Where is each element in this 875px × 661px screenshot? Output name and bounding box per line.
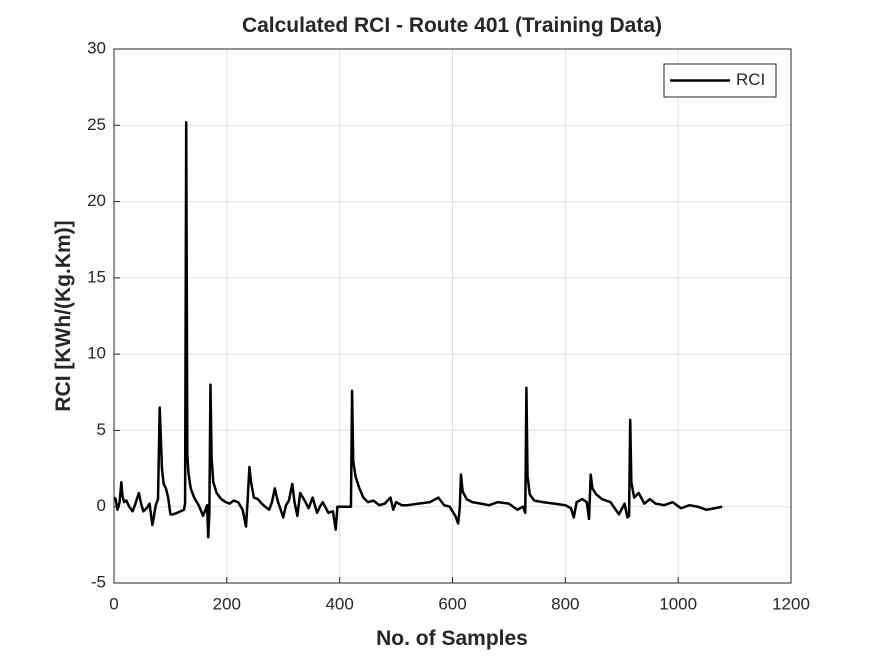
x-tick-label: 1000 [659,594,697,613]
x-tick-label: 1200 [772,594,810,613]
y-tick-label: 30 [87,38,106,57]
chart-title: Calculated RCI - Route 401 (Training Dat… [242,14,662,37]
y-tick-label: 5 [97,420,106,439]
legend-label: RCI [736,70,765,89]
y-tick-label: 25 [87,115,106,134]
y-axis-label: RCI [KWh/(Kg.Km)] [52,220,75,411]
x-axis-label: No. of Samples [376,627,528,650]
y-tick-label: 10 [87,344,106,363]
legend: RCI [663,63,777,98]
x-tick-label: 200 [213,594,241,613]
y-tick-label: -5 [91,572,106,591]
x-tick-label: 0 [109,594,118,613]
x-tick-label: 600 [438,594,466,613]
y-tick-label: 15 [87,267,106,286]
y-tick-label: 20 [87,191,106,210]
axes-box [113,48,792,584]
x-tick-label: 400 [325,594,353,613]
x-tick-label: 800 [551,594,579,613]
y-tick-label: 0 [97,496,106,515]
data-line [113,120,723,539]
